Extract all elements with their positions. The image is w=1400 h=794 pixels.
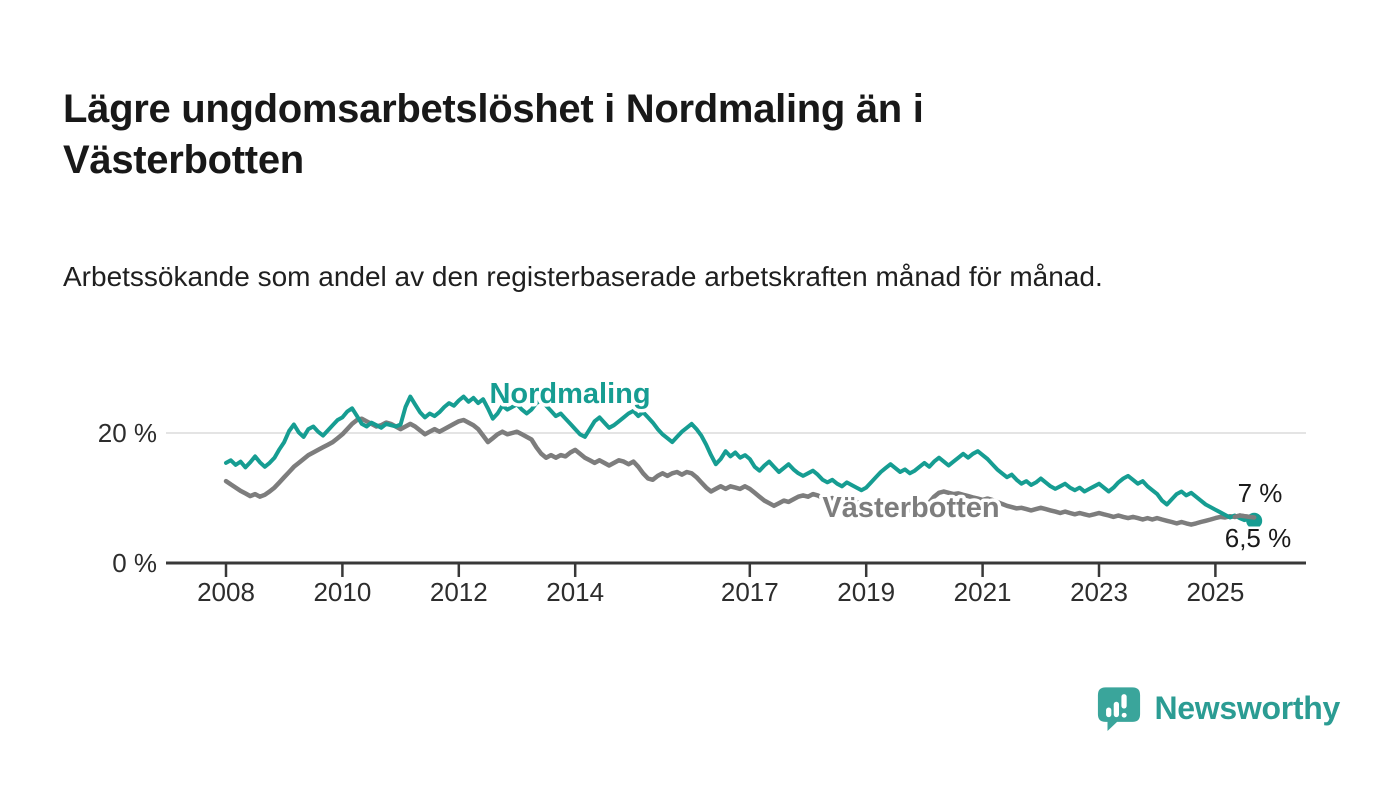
end-value-label-västerbotten: 7 % xyxy=(1238,478,1283,508)
newsworthy-brand: Newsworthy xyxy=(1096,684,1341,732)
x-tick-label: 2017 xyxy=(721,577,779,607)
x-tick-label: 2008 xyxy=(197,577,255,607)
x-tick-label: 2019 xyxy=(837,577,895,607)
newsworthy-brand-text: Newsworthy xyxy=(1154,689,1341,726)
y-tick-label: 0 % xyxy=(112,548,157,578)
line-nordmaling xyxy=(224,394,1257,523)
x-tick-label: 2012 xyxy=(430,577,488,607)
series-label-västerbotten: Västerbotten xyxy=(822,492,999,524)
line-vasterbotten-tail xyxy=(1232,513,1257,520)
x-tick-label: 2021 xyxy=(954,577,1012,607)
page-subtitle: Arbetssökande som andel av den registerb… xyxy=(63,261,1103,292)
series-label-nordmaling: Nordmaling xyxy=(489,378,650,410)
x-tick-label: 2014 xyxy=(546,577,604,607)
x-tick-label: 2025 xyxy=(1186,577,1244,607)
line-vasterbotten xyxy=(223,416,1257,527)
page-title: Lägre ungdomsarbetslöshet i Nordmaling ä… xyxy=(63,86,924,182)
y-tick-label: 20 % xyxy=(98,418,157,448)
x-tick-label: 2023 xyxy=(1070,577,1128,607)
end-value-label-nordmaling: 6,5 % xyxy=(1225,523,1292,553)
newsworthy-logo-icon xyxy=(1097,686,1140,731)
x-tick-label: 2010 xyxy=(313,577,371,607)
